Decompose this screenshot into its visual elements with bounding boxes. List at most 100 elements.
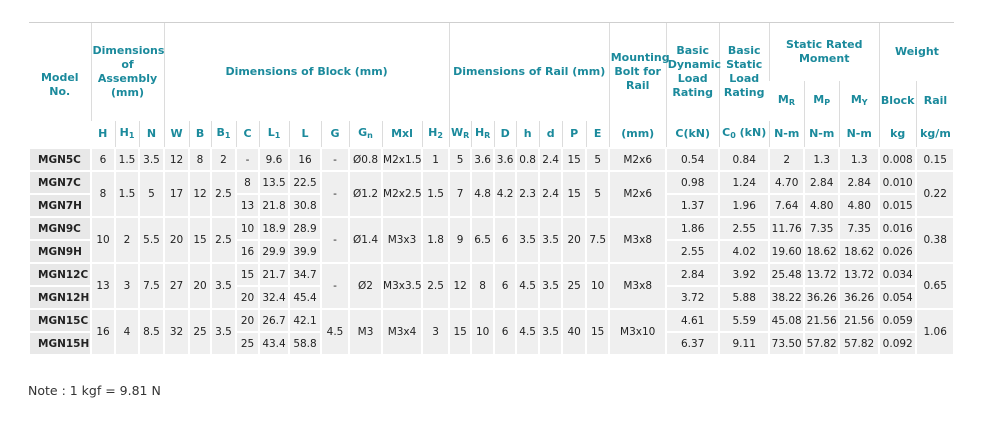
value-cell: 0.38 — [915, 216, 956, 264]
value-cell: 9 — [448, 216, 473, 264]
value-cell: Ø1.4 — [348, 216, 384, 264]
value-cell: 43.4 — [258, 331, 291, 356]
value-cell: 3.5 — [538, 308, 564, 356]
value-cell: - — [320, 262, 351, 310]
model-cell: MGN15H — [28, 331, 92, 356]
column-header: W — [163, 121, 190, 148]
weight-header: Block — [878, 81, 917, 121]
column-header: B — [188, 121, 212, 148]
column-header: L1 — [258, 121, 290, 148]
column-header: H2 — [421, 121, 450, 148]
value-cell: 1.86 — [665, 216, 721, 241]
value-cell: 4 — [114, 308, 140, 356]
value-cell: 15 — [561, 147, 588, 172]
value-cell: 2.84 — [838, 170, 881, 195]
value-cell: M3x10 — [608, 308, 668, 356]
column-header: N-m — [838, 121, 880, 148]
value-cell: 32 — [163, 308, 191, 356]
value-cell: 18.62 — [803, 239, 841, 264]
value-cell: 27 — [163, 262, 191, 310]
column-header: (mm) — [608, 121, 667, 148]
value-cell: 21.7 — [258, 262, 291, 287]
note: Note : 1 kgf = 9.81 N — [28, 383, 161, 398]
column-header: kg — [878, 121, 917, 148]
value-cell: 2.3 — [515, 170, 541, 218]
table-row: MGN15H 25 43.4 58.8 6.37 9.11 73.50 57.82 57.82 0… — [28, 331, 954, 356]
value-cell: 45.4 — [288, 285, 323, 310]
value-cell: 4.80 — [803, 193, 841, 218]
model-cell: MGN7C — [28, 170, 92, 195]
value-cell: M2x1.5 — [381, 147, 424, 172]
value-cell: 28.9 — [288, 216, 323, 241]
value-cell: 3.92 — [718, 262, 771, 287]
label-sub: 1 — [274, 130, 281, 140]
value-cell: - — [320, 147, 351, 172]
value-cell: 4.2 — [493, 170, 518, 218]
column-header: WR — [448, 121, 472, 148]
value-cell: 3 — [114, 262, 140, 310]
weight-header: Rail — [915, 81, 955, 121]
value-cell: 1.5 — [114, 170, 140, 218]
value-cell: 0.010 — [878, 170, 918, 195]
column-header: Gn — [348, 121, 383, 148]
value-cell: 40 — [561, 308, 588, 356]
column-header: G — [320, 121, 350, 148]
header-group: Static Rated Moment — [768, 22, 880, 81]
value-cell: 5.88 — [718, 285, 771, 310]
label-sub: 1 — [224, 130, 231, 140]
moment-header: MY — [838, 81, 880, 121]
value-cell: 15 — [585, 308, 611, 356]
label-main: H — [474, 125, 485, 139]
value-cell: 20 — [188, 262, 213, 310]
model-cell: MGN12C — [28, 262, 92, 287]
value-cell: 1.96 — [718, 193, 771, 218]
value-cell: 1.37 — [665, 193, 721, 218]
value-cell: M3x8 — [608, 216, 668, 264]
value-cell: 8 — [235, 170, 261, 195]
column-header: HR — [470, 121, 495, 148]
header-group: Basic Dynamic Load Rating — [665, 22, 721, 121]
value-cell: 15 — [235, 262, 261, 287]
table-row: MGN7H 13 21.8 30.8 1.37 1.96 7.64 4.80 4.80 0.015 — [28, 193, 954, 218]
value-cell: 3.5 — [210, 262, 238, 310]
column-header: D — [493, 121, 517, 148]
value-cell: 7.5 — [585, 216, 611, 264]
label-main: M — [850, 92, 862, 106]
column-header: C0 (kN) — [718, 121, 770, 148]
value-cell: 0.8 — [515, 147, 541, 172]
value-cell: 1.5 — [114, 147, 140, 172]
value-cell: 2.5 — [210, 170, 238, 218]
label-sub: R — [484, 130, 491, 140]
value-cell: 9.11 — [718, 331, 771, 356]
header-group: Dimensions of Assembly (mm) — [90, 22, 164, 121]
spec-table: Model No. Dimensions of Assembly (mm) Di… — [28, 22, 956, 356]
value-cell: 6.5 — [470, 216, 496, 264]
value-cell: 2.5 — [421, 262, 451, 310]
table-row: MGN9H 16 29.9 39.9 2.55 4.02 19.60 18.62 18.62 0.… — [28, 239, 954, 264]
model-cell: MGN12H — [28, 285, 92, 310]
value-cell: 11.76 — [768, 216, 806, 241]
value-cell: 39.9 — [288, 239, 323, 264]
value-cell: 10 — [585, 262, 611, 310]
value-cell: 16 — [288, 147, 323, 172]
value-cell: 12 — [163, 147, 191, 172]
value-cell: 2 — [114, 216, 140, 264]
value-cell: 13 — [90, 262, 116, 310]
column-header: Mxl — [381, 121, 423, 148]
value-cell: 8 — [188, 147, 213, 172]
model-cell: MGN5C — [28, 147, 92, 172]
value-cell: 5.5 — [137, 216, 166, 264]
moment-header: MP — [803, 81, 840, 121]
value-cell: 2.84 — [665, 262, 721, 287]
value-cell: 0.22 — [915, 170, 956, 218]
value-cell: 13.5 — [258, 170, 291, 195]
column-header: L — [288, 121, 322, 148]
table-row: MGN7C 8 1.5 5 17 12 2.5 8 13.5 22.5- Ø1.2 M2x2.5 1.5… — [28, 170, 956, 218]
value-cell: 5 — [585, 147, 611, 172]
table-row: MGN9C 10 2 5.5 20 15 2.5 10 18.9 28.9- Ø1.4 M3x3 1.8… — [28, 216, 956, 264]
value-cell: M2x2.5 — [381, 170, 424, 218]
value-cell: 20 — [235, 308, 261, 333]
value-cell: 0.54 — [665, 147, 721, 172]
value-cell: 0.65 — [915, 262, 956, 310]
